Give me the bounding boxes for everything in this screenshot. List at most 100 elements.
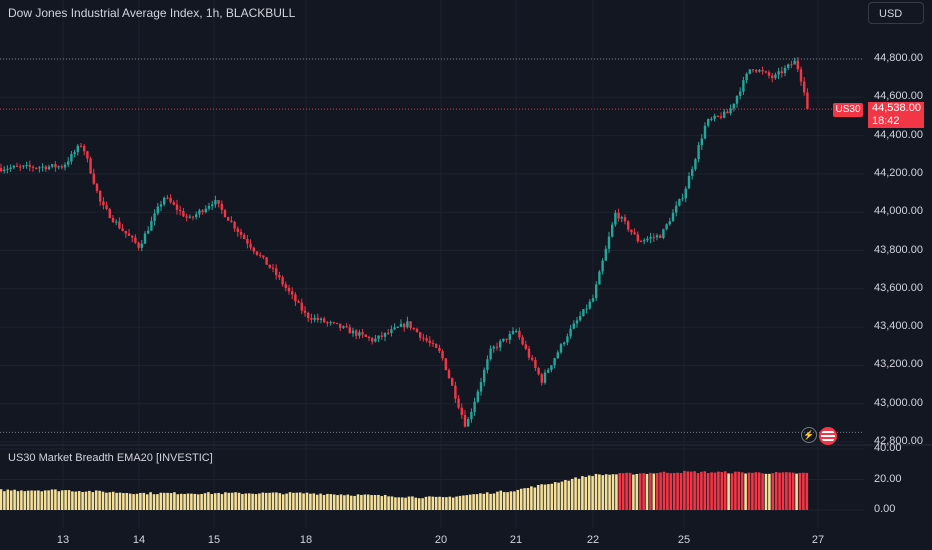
breadth-bar [642,473,645,510]
breadth-bar [628,472,632,510]
breadth-bar [621,473,625,510]
candle-body [486,359,489,370]
candle-body [99,190,102,202]
candle-body [438,347,441,352]
breadth-bar [40,491,44,510]
candle-body [3,169,6,171]
candle-body [687,175,691,189]
candle-body [409,321,412,329]
breadth-bar [703,471,707,510]
breadth-bar [111,491,115,510]
breadth-bar [207,492,210,510]
breadth-bar [737,471,741,510]
candle-body [604,248,607,261]
candle-body [166,197,169,199]
breadth-bar [618,472,622,510]
breadth-bar [659,472,662,510]
breadth-bar [190,493,193,510]
breadth-bar [383,494,387,510]
candle-body [12,165,15,168]
candle-body [607,236,611,249]
candle-body [595,284,598,299]
breadth-bar [210,494,214,510]
candle-body [614,212,617,225]
candle-body [265,257,268,265]
candle-body [524,344,527,349]
breadth-bar [88,490,91,510]
breadth-bar [479,493,482,510]
candle-body [700,138,703,146]
candle-body [214,200,217,205]
candle-body [515,330,518,332]
price-tick-label: 43,000.00 [874,396,923,409]
breadth-bar [241,494,244,510]
candle-body [572,323,575,329]
breadth-bar [632,474,635,510]
breadth-bar [162,492,166,510]
candle-body [611,224,614,237]
candle-body [182,211,185,217]
candle-body [796,60,799,70]
candle-body [479,382,483,392]
breadth-bar [234,492,237,510]
candle-body [323,318,326,323]
breadth-bar [305,492,309,510]
breadth-bar [655,473,659,510]
breadth-bar [275,492,278,510]
candle-body [227,217,230,221]
candle-body [319,318,323,320]
breadth-bar [720,471,724,510]
candle-body [707,119,710,126]
breadth-bar [730,473,734,510]
time-tick-label: 22 [586,534,600,546]
breadth-bar [118,492,122,510]
candle-body [348,327,351,334]
breadth-bar [30,490,33,510]
breadth-bar [740,472,744,510]
candle-body [713,115,716,119]
candle-body [300,302,303,311]
candle-body [684,188,687,199]
candle-body [380,335,383,337]
candle-body [275,268,278,276]
event-markers[interactable]: ⚡ [801,427,837,445]
candle-body [710,118,713,120]
breadth-bar [608,474,611,510]
candle-body [246,239,249,244]
candle-body [31,166,35,168]
candle-body [383,332,387,337]
candle-body [143,233,147,244]
candle-body [521,337,524,345]
candle-body [367,336,371,339]
breadth-bar [343,495,346,510]
candle-body [540,374,543,383]
candle-body [262,255,265,258]
breadth-bar [322,494,326,510]
candle-body [175,204,179,210]
candle-body [620,217,623,219]
breadth-bar [50,489,54,510]
lightning-icon[interactable]: ⚡ [801,427,817,443]
candle-body [252,247,255,252]
breadth-bar [465,495,469,510]
breadth-bar [237,492,241,510]
breadth-bar [689,471,693,510]
breadth-bar [298,492,302,510]
us-flag-icon[interactable] [819,427,837,445]
candle-body [678,198,681,206]
candle-body [787,64,790,68]
breadth-bar [332,494,336,510]
currency-button[interactable]: USD [868,2,924,24]
breadth-bar [540,484,543,510]
candle-body [393,327,396,330]
candle-body [342,326,345,328]
candle-body [447,370,451,379]
candle-body [463,415,467,427]
candle-body [543,372,547,383]
breadth-bar [577,478,581,510]
candle-body [108,208,111,218]
candle-body [278,275,281,278]
candle-body [665,224,668,230]
breadth-bar [448,496,452,510]
